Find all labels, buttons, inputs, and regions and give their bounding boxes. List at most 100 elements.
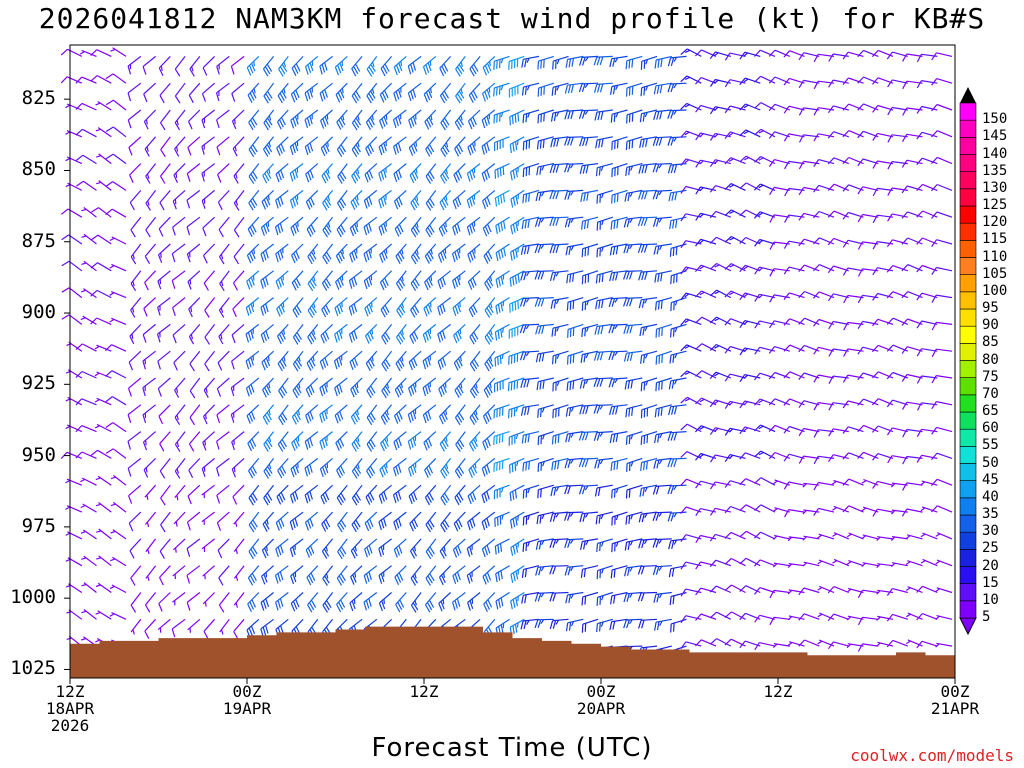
x-tick-label-line: 2026 <box>50 716 90 735</box>
wind-barb <box>668 565 687 578</box>
wind-barb <box>422 377 437 397</box>
wind-barb <box>813 374 835 383</box>
wind-barb <box>655 350 672 365</box>
wind-barb <box>872 267 894 276</box>
wind-barb <box>248 190 260 211</box>
wind-barb <box>596 538 613 552</box>
wind-barb <box>336 216 348 238</box>
wind-barb <box>305 538 319 558</box>
wind-barb <box>724 290 746 299</box>
colorbar-level-label: 115 <box>982 231 1008 248</box>
wind-barb <box>304 82 319 102</box>
wind-barb <box>857 643 879 652</box>
wind-barb <box>216 377 230 397</box>
wind-barb <box>158 55 171 76</box>
wind-barb <box>335 270 348 290</box>
wind-barb <box>783 318 805 326</box>
wind-barb <box>482 431 496 451</box>
wind-barb <box>263 82 275 104</box>
wind-barb <box>233 243 245 265</box>
wind-barb <box>493 457 510 472</box>
wind-barb <box>187 484 201 505</box>
wind-barb <box>905 612 923 620</box>
wind-barb <box>172 297 186 316</box>
wind-barb <box>143 109 157 130</box>
wind-barb <box>201 136 215 155</box>
wind-barb <box>739 374 761 383</box>
wind-barb <box>425 163 437 184</box>
wind-barb <box>798 613 820 621</box>
wind-barb <box>578 484 599 495</box>
wind-barb <box>157 297 171 316</box>
wind-barb <box>623 297 643 307</box>
colorbar-swatch <box>959 137 977 155</box>
wind-barb <box>351 56 363 77</box>
wind-barb <box>335 243 348 264</box>
wind-barb <box>378 592 392 612</box>
wind-barb <box>495 297 510 315</box>
wind-barb <box>351 431 363 452</box>
wind-barb <box>455 56 466 77</box>
wind-barb <box>519 350 540 361</box>
wind-barb <box>142 404 156 424</box>
wind-barb <box>215 82 230 102</box>
wind-barb <box>289 538 304 557</box>
wind-barb <box>364 297 378 317</box>
wind-barb <box>654 431 672 444</box>
wind-barb <box>564 109 584 120</box>
wind-barb <box>395 592 407 613</box>
wind-barb <box>724 183 746 191</box>
wind-barb <box>454 404 466 426</box>
wind-barb <box>510 189 525 208</box>
wind-barb <box>145 565 157 581</box>
wind-barb <box>564 457 584 469</box>
wind-barb <box>454 458 466 479</box>
wind-barb <box>260 592 274 611</box>
wind-barb <box>594 484 613 497</box>
wind-barb <box>248 163 260 184</box>
wind-barb <box>754 266 776 275</box>
wind-barb <box>142 431 156 451</box>
wind-barb <box>724 454 746 463</box>
wind-barb <box>105 448 127 459</box>
wind-barb <box>768 346 790 354</box>
wind-barb <box>537 109 554 124</box>
wind-barb <box>640 431 658 445</box>
wind-barb <box>930 478 953 487</box>
wind-barb <box>378 216 392 236</box>
wind-barb <box>916 454 938 463</box>
wind-barb <box>218 565 230 586</box>
wind-barb <box>336 565 348 586</box>
y-tick-label: 875 <box>21 229 56 252</box>
wind-barb <box>218 324 230 345</box>
wind-barb <box>481 538 496 558</box>
wind-barb <box>60 48 83 57</box>
wind-barb <box>95 582 112 593</box>
wind-barb <box>522 109 540 124</box>
colorbar-level-label: 90 <box>982 317 999 334</box>
wind-barb <box>680 615 702 624</box>
wind-barb <box>336 109 348 130</box>
wind-barb <box>336 592 348 613</box>
wind-barb <box>920 532 938 540</box>
wind-barb <box>263 109 275 131</box>
wind-barb <box>201 109 215 129</box>
wind-barb <box>105 73 127 84</box>
wind-barb <box>709 262 732 272</box>
wind-barb <box>887 187 908 196</box>
wind-barb <box>784 187 805 197</box>
wind-barb <box>694 639 717 647</box>
wind-barb <box>508 350 525 365</box>
wind-barb <box>798 264 820 272</box>
wind-barb <box>94 397 112 406</box>
wind-barb <box>110 501 127 513</box>
wind-barb <box>320 323 334 344</box>
wind-barb <box>565 55 584 68</box>
credit-link[interactable]: coolwx.com/models <box>850 746 1014 765</box>
colorbar-level-label: 95 <box>982 300 999 316</box>
wind-barb <box>482 216 496 237</box>
wind-barb <box>277 431 289 452</box>
wind-barb <box>596 565 613 580</box>
wind-barb <box>157 270 171 290</box>
wind-barb <box>579 163 599 175</box>
